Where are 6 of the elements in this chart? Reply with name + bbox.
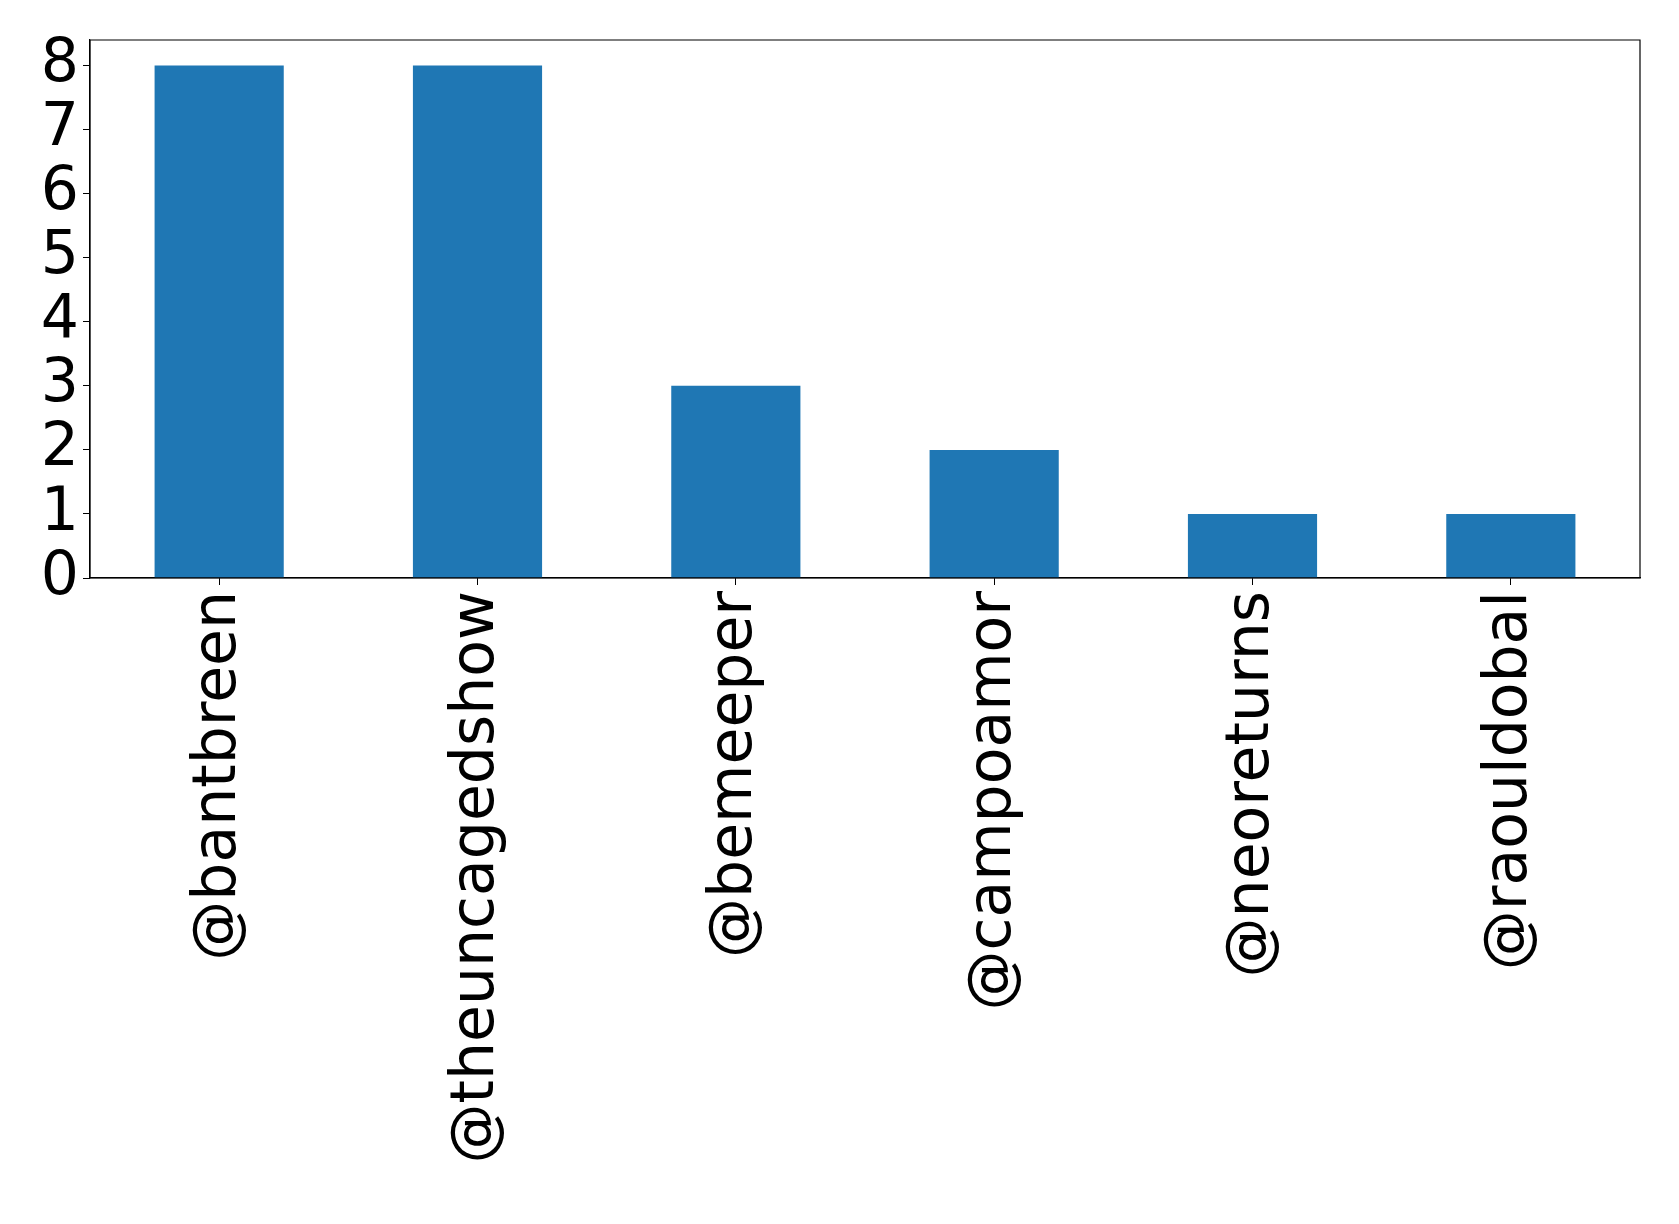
x-tick-label: @campoamor (953, 590, 1024, 1011)
x-tick-label: @bantbreen (178, 591, 249, 961)
x-tick-label: @bemeeper (695, 590, 766, 958)
x-tick-label: @theuncagedshow (437, 591, 508, 1164)
x-tick-label: @raouldobal (1470, 591, 1541, 971)
x-tick-label: @neoreturns (1212, 591, 1283, 978)
